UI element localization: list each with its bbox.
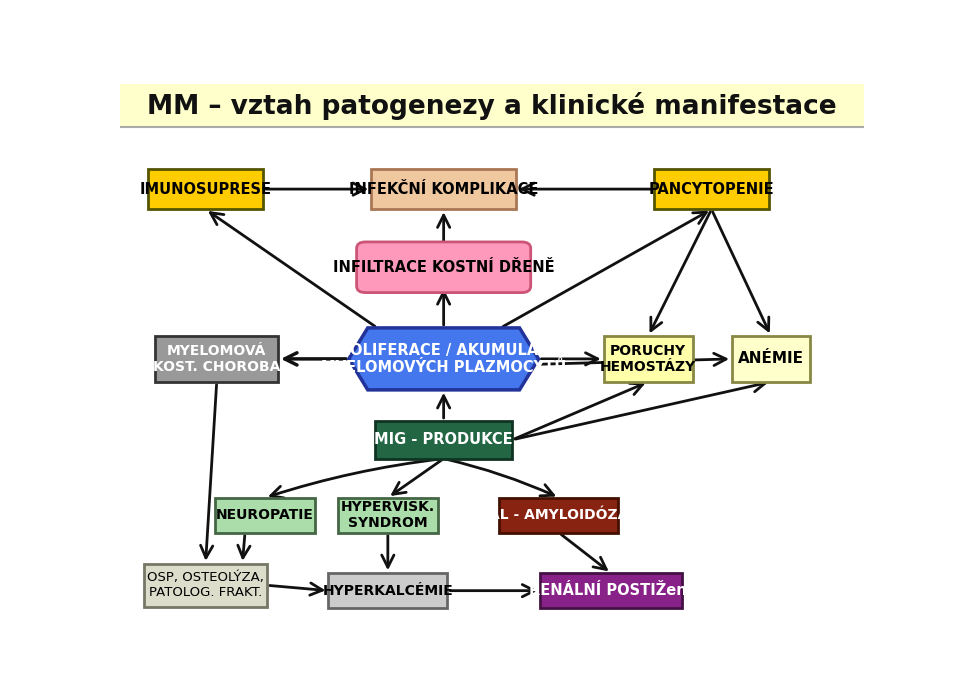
FancyBboxPatch shape [654, 169, 769, 209]
Text: MIG - PRODUKCE: MIG - PRODUKCE [374, 432, 513, 447]
Bar [120, 84, 864, 127]
FancyBboxPatch shape [372, 169, 516, 209]
FancyBboxPatch shape [499, 498, 618, 533]
Text: PANCYTOPENIE: PANCYTOPENIE [649, 181, 775, 197]
FancyBboxPatch shape [148, 169, 263, 209]
Polygon shape [348, 328, 539, 390]
Text: MM – vztah patogenezy a klinické manifestace: MM – vztah patogenezy a klinické manifes… [147, 92, 837, 120]
Text: AL - AMYLOIDÓZA: AL - AMYLOIDÓZA [490, 508, 629, 522]
FancyBboxPatch shape [356, 242, 531, 293]
Text: OSP, OSTEOLÝZA,
PATOLOG. FRAKT.: OSP, OSTEOLÝZA, PATOLOG. FRAKT. [147, 571, 264, 599]
FancyBboxPatch shape [374, 421, 513, 458]
FancyBboxPatch shape [215, 498, 315, 533]
Text: RENÁLNÍ POSTIŽenÍ: RENÁLNÍ POSTIŽenÍ [529, 583, 693, 598]
Text: HYPERVISK.
SYNDROM: HYPERVISK. SYNDROM [341, 500, 435, 531]
FancyBboxPatch shape [732, 336, 810, 382]
FancyBboxPatch shape [338, 498, 438, 533]
Text: INFEKČNÍ KOMPLIKACE: INFEKČNÍ KOMPLIKACE [348, 181, 539, 197]
FancyBboxPatch shape [604, 336, 693, 382]
Text: PROLIFERACE / AKUMULACE
MYELOMOVÝCH PLAZMOCYTŮ: PROLIFERACE / AKUMULACE MYELOMOVÝCH PLAZ… [321, 343, 566, 375]
Text: ANÉMIE: ANÉMIE [738, 351, 804, 366]
FancyBboxPatch shape [156, 336, 278, 382]
FancyBboxPatch shape [328, 573, 447, 608]
Text: PORUCHY
HEMOSTÁZY: PORUCHY HEMOSTÁZY [600, 344, 696, 374]
Text: INFILTRACE KOSTNÍ DŘENĚ: INFILTRACE KOSTNÍ DŘENĚ [333, 260, 555, 275]
Text: HYPERKALCÉMIE: HYPERKALCÉMIE [323, 584, 453, 598]
Text: MYELOMOVÁ
KOST. CHOROBA: MYELOMOVÁ KOST. CHOROBA [153, 344, 280, 374]
FancyBboxPatch shape [540, 573, 682, 608]
FancyBboxPatch shape [144, 564, 267, 607]
Text: IMUNOSUPRESE: IMUNOSUPRESE [139, 181, 272, 197]
Text: NEUROPATIE: NEUROPATIE [216, 508, 314, 522]
